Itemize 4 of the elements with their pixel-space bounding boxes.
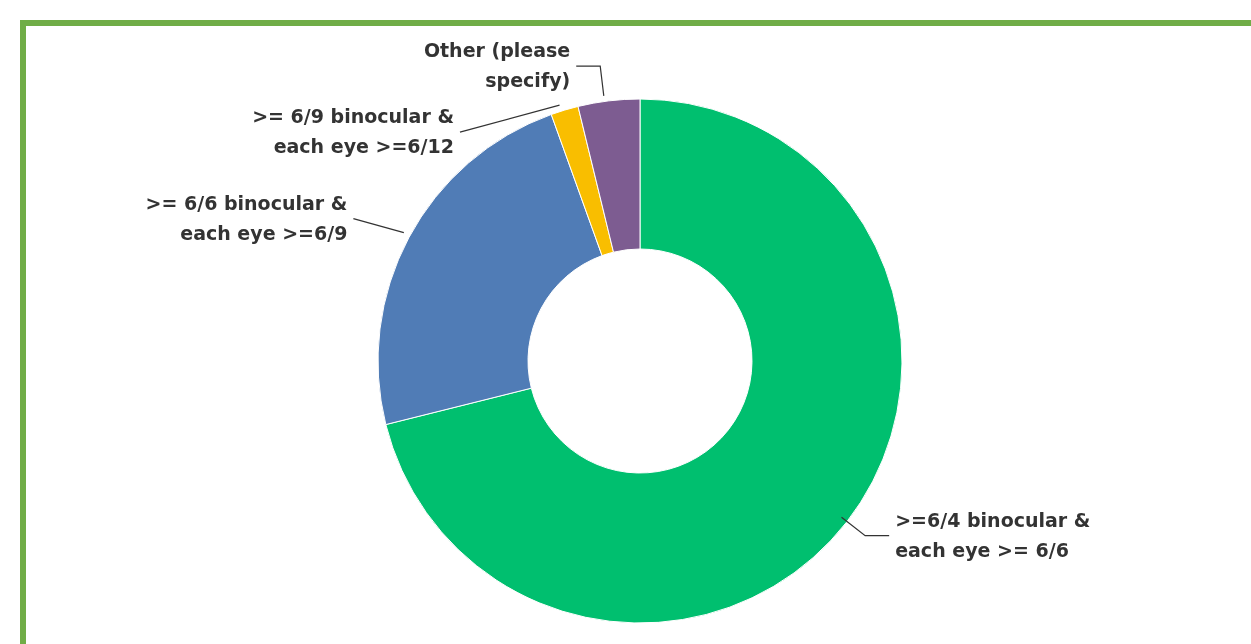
slice-label: >=6/4 binocular & each eye >= 6/6 (895, 508, 1091, 561)
slice-label: >= 6/9 binocular & each eye >=6/12 (252, 105, 454, 158)
slice-label: Other (please specify) (423, 39, 571, 92)
slice-label: >= 6/6 binocular & each eye >=6/9 (145, 191, 348, 244)
